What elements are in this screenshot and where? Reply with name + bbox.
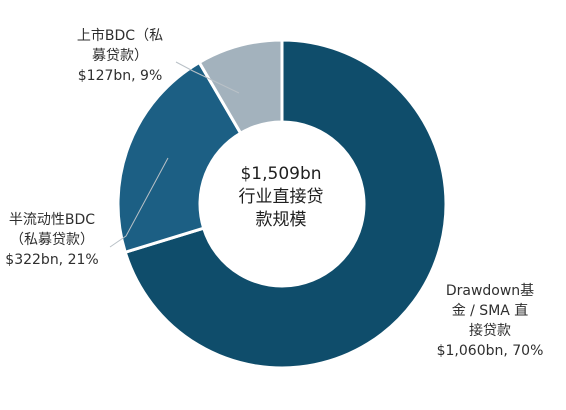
slice-label-drawdown-line-2: 金 / SMA 直 [451,303,529,319]
slice-label-semi-liquid-bdc: 半流动性BDC （私募贷款） $322bn, 21% [0,210,104,270]
slice-label-semi-liquid-bdc-line-1: 半流动性BDC [8,212,96,228]
donut-slices [116,38,448,370]
center-total: $1,509bn [240,164,322,184]
leader-line-semi-liquid-bdc [109,157,169,248]
slice-label-listed-bdc-line-1: 上市BDC（私 [76,28,164,44]
slice-label-semi-liquid-bdc-line-2: （私募贷款） [10,232,94,248]
leader-lines [109,61,240,248]
slice-value-drawdown: $1,060bn, 70% [436,343,544,359]
center-caption-line-2: 款规模 [255,210,307,230]
center-label: $1,509bn 行业直接贷 款规模 [208,163,354,232]
slice-label-drawdown-line-1: Drawdown基 [445,283,535,299]
slice-semi-liquid-bdc [116,60,243,254]
slice-value-semi-liquid-bdc: $322bn, 21% [5,252,99,268]
slice-listed-bdc [197,38,284,135]
slice-label-drawdown-line-3: 接贷款 [469,323,511,339]
slice-label-listed-bdc-line-2: 募贷款） [92,48,148,64]
slice-label-drawdown: Drawdown基 金 / SMA 直 接贷款 $1,060bn, 70% [428,281,552,361]
center-caption-line-1: 行业直接贷 [238,187,324,207]
slice-drawdown-sma [123,38,448,370]
slice-value-listed-bdc: $127bn, 9% [77,68,163,84]
leader-line-listed-bdc [175,61,240,94]
slice-label-listed-bdc: 上市BDC（私 募贷款） $127bn, 9% [58,26,182,86]
